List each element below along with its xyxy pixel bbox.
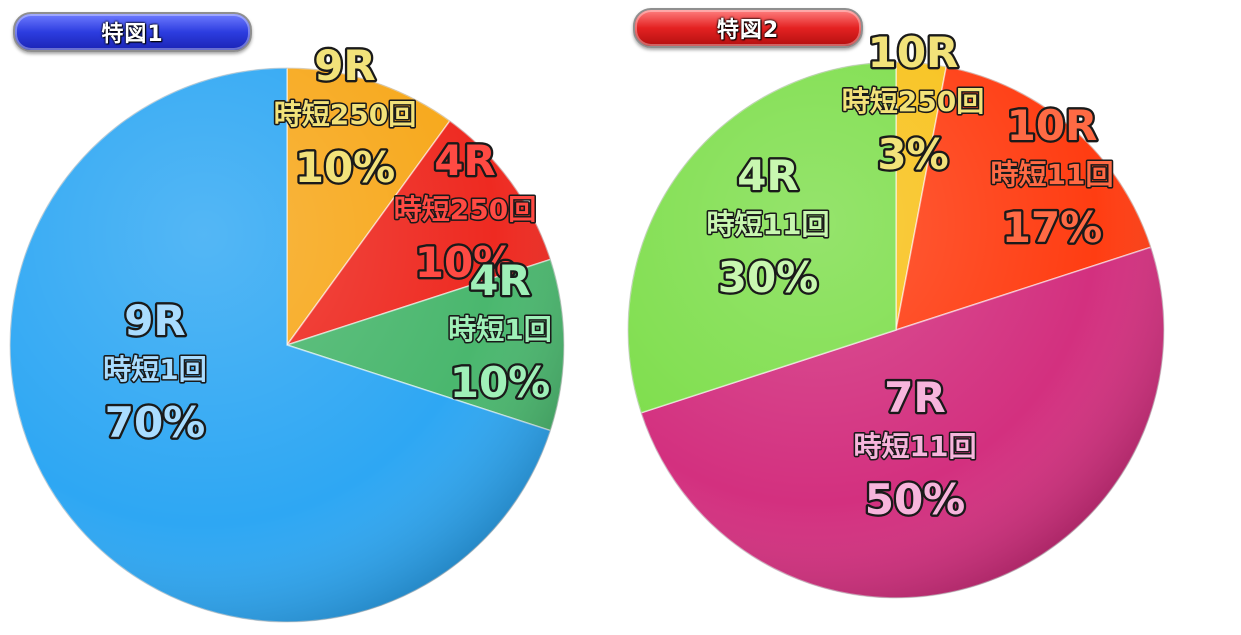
pie1-slice-3-jitan-label: 時短1回 [448, 313, 551, 346]
pie1-slice-1-round-label: 9R [314, 41, 376, 90]
chart-title-2: 特図2 [633, 8, 863, 48]
pie1-slice-3-round-label: 4R [469, 256, 531, 305]
pie2-slice-2-round-label: 10R [1007, 101, 1098, 150]
pie1-slice-4-jitan-label: 時短1回 [103, 353, 206, 386]
pie1-shading [9, 67, 565, 623]
pie1-slice-4-percent-label: 70% [105, 398, 206, 447]
pie2-slice-1-round-label: 10R [868, 28, 959, 77]
pie1-slice-2-percent-label: 10% [415, 238, 516, 287]
pie2-slice-3-percent-label: 50% [865, 475, 966, 524]
pie1-slice-1-percent-label: 10% [295, 143, 396, 192]
pie2-slice-2-jitan-label: 時短11回 [991, 158, 1114, 191]
pie2-slice-1-jitan-label: 時短250回 [842, 85, 984, 118]
pie2-slice-4-jitan-label: 時短11回 [707, 208, 830, 241]
pie-chart-2: 10R 時短250回 3% 10R 時短11回 17% 7R 時短11回 50% 4R 時短11回 3… [627, 26, 1165, 599]
pie2-slice-1-percent-label: 3% [877, 130, 948, 179]
pie2-slice-4-round-label: 4R [737, 151, 799, 200]
pie1-slice-2-round-label: 4R [434, 136, 496, 185]
pie1-slice-2-jitan-label: 時短250回 [394, 193, 536, 226]
chart-title-1: 特図1 [13, 12, 252, 52]
pie1-slice-4-round-label: 9R [124, 296, 186, 345]
pie2-shading [627, 61, 1165, 599]
pie2-slice-3-jitan-label: 時短11回 [854, 430, 977, 463]
pie2-slice-3-round-label: 7R [884, 373, 946, 422]
pie2-slice-2-percent-label: 17% [1002, 203, 1103, 252]
pie1-slice-1-jitan-label: 時短250回 [274, 98, 416, 131]
pie1-slice-3-percent-label: 10% [450, 358, 551, 407]
pie2-slice-4-percent-label: 30% [718, 253, 819, 302]
